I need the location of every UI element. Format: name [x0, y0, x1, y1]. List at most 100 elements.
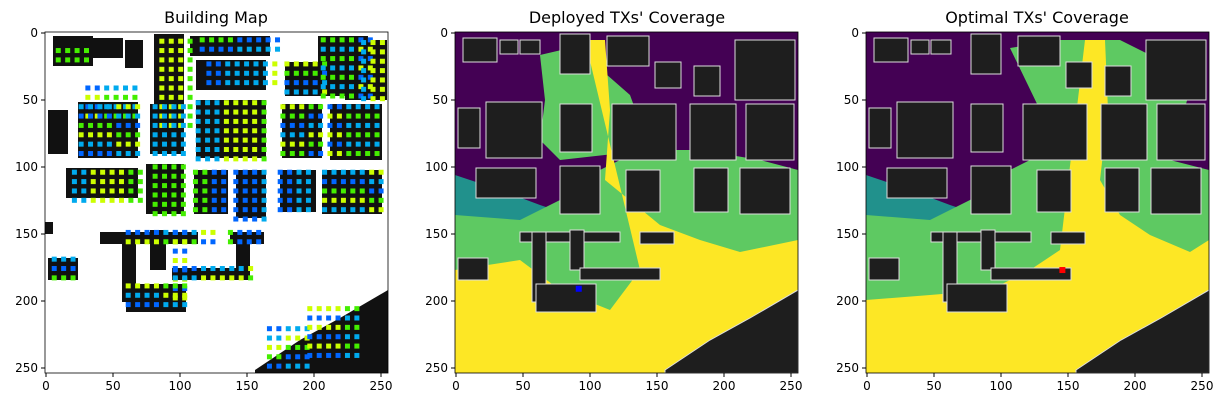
tx-marker	[355, 113, 361, 119]
tx-marker	[90, 188, 96, 194]
tx-marker	[303, 61, 309, 67]
tx-marker	[261, 137, 267, 143]
tx-marker	[261, 197, 267, 203]
tx-marker	[201, 275, 207, 281]
tx-marker	[285, 326, 291, 332]
tx-marker	[159, 113, 165, 119]
tx-marker	[211, 197, 217, 203]
tx-marker	[233, 216, 239, 222]
tx-marker	[227, 229, 233, 235]
tx-marker	[244, 80, 250, 86]
tx-marker	[350, 179, 356, 185]
tx-marker	[336, 104, 342, 110]
tx-marker	[172, 257, 178, 263]
tx-marker	[195, 137, 201, 143]
tx-marker	[182, 286, 188, 292]
tx-marker	[162, 141, 168, 147]
tx-marker	[116, 104, 122, 110]
tx-marker	[192, 179, 198, 185]
tx-marker	[340, 188, 346, 194]
tx-marker	[348, 46, 354, 52]
tx-marker	[358, 37, 364, 43]
tx-marker	[242, 137, 248, 143]
x-tick-label: 50	[105, 379, 120, 393]
tx-marker	[202, 207, 208, 213]
y-tick-label: 200	[836, 294, 859, 308]
tx-marker	[299, 141, 305, 147]
tx-marker	[180, 192, 186, 198]
tx-marker	[246, 229, 252, 235]
tx-marker	[358, 93, 364, 99]
tx-marker	[223, 118, 229, 124]
tx-marker	[162, 132, 168, 138]
tx-marker	[171, 122, 177, 128]
tx-marker	[246, 46, 252, 52]
tx-marker	[211, 188, 217, 194]
tx-marker	[330, 93, 336, 99]
tx-marker	[346, 132, 352, 138]
tx-marker	[135, 151, 141, 157]
tx-marker	[307, 315, 313, 321]
tx-marker	[331, 188, 337, 194]
tx-marker	[322, 207, 328, 213]
tx-marker	[118, 188, 124, 194]
tx-marker	[180, 211, 186, 217]
building	[78, 102, 138, 158]
tx-marker	[299, 151, 305, 157]
tx-marker	[163, 239, 169, 245]
tx-marker	[152, 141, 158, 147]
tx-marker	[307, 352, 313, 358]
tx-marker	[195, 109, 201, 115]
tx-marker	[365, 141, 371, 147]
tx-marker	[168, 76, 174, 82]
y-tick-label: 250	[425, 361, 448, 375]
tx-marker	[171, 201, 177, 207]
tx-marker	[261, 179, 267, 185]
tx-marker	[359, 197, 365, 203]
tx-marker	[153, 302, 159, 308]
tx-marker	[61, 275, 67, 281]
tx-marker	[116, 151, 122, 157]
tx-marker	[118, 197, 124, 203]
tx-marker	[277, 179, 283, 185]
tx-marker	[152, 113, 158, 119]
tx-marker	[261, 169, 267, 175]
tx-marker	[78, 151, 84, 157]
tx-marker	[172, 239, 178, 245]
tx-marker	[135, 104, 141, 110]
tx-marker	[336, 132, 342, 138]
tx-marker	[303, 80, 309, 86]
tx-marker	[370, 40, 376, 46]
tx-marker	[276, 326, 282, 332]
tx-marker	[178, 94, 184, 100]
tx-marker	[88, 132, 94, 138]
tx-marker	[180, 132, 186, 138]
tx-marker	[320, 56, 326, 62]
tx-marker	[100, 188, 106, 194]
tx-marker	[285, 354, 291, 360]
tx-marker	[106, 113, 112, 119]
tx-marker	[225, 61, 231, 67]
tx-marker	[262, 70, 268, 76]
tx-marker	[211, 179, 217, 185]
tx-marker	[215, 80, 221, 86]
y-tick-label: 100	[836, 160, 859, 174]
chart-title: Building Map	[164, 8, 268, 27]
tx-marker	[210, 275, 216, 281]
tx-marker	[252, 100, 258, 106]
tx-marker	[104, 104, 110, 110]
tx-marker	[1059, 267, 1066, 274]
tx-marker	[172, 292, 178, 298]
tx-marker	[180, 173, 186, 179]
tx-marker	[318, 104, 324, 110]
tx-marker	[331, 169, 337, 175]
tx-marker	[128, 188, 134, 194]
tx-marker	[248, 266, 254, 272]
tx-marker	[289, 122, 295, 128]
tx-marker	[312, 70, 318, 76]
tx-marker	[97, 132, 103, 138]
tx-marker	[233, 109, 239, 115]
tx-marker	[289, 104, 295, 110]
tx-marker	[335, 315, 341, 321]
tx-marker	[162, 192, 168, 198]
